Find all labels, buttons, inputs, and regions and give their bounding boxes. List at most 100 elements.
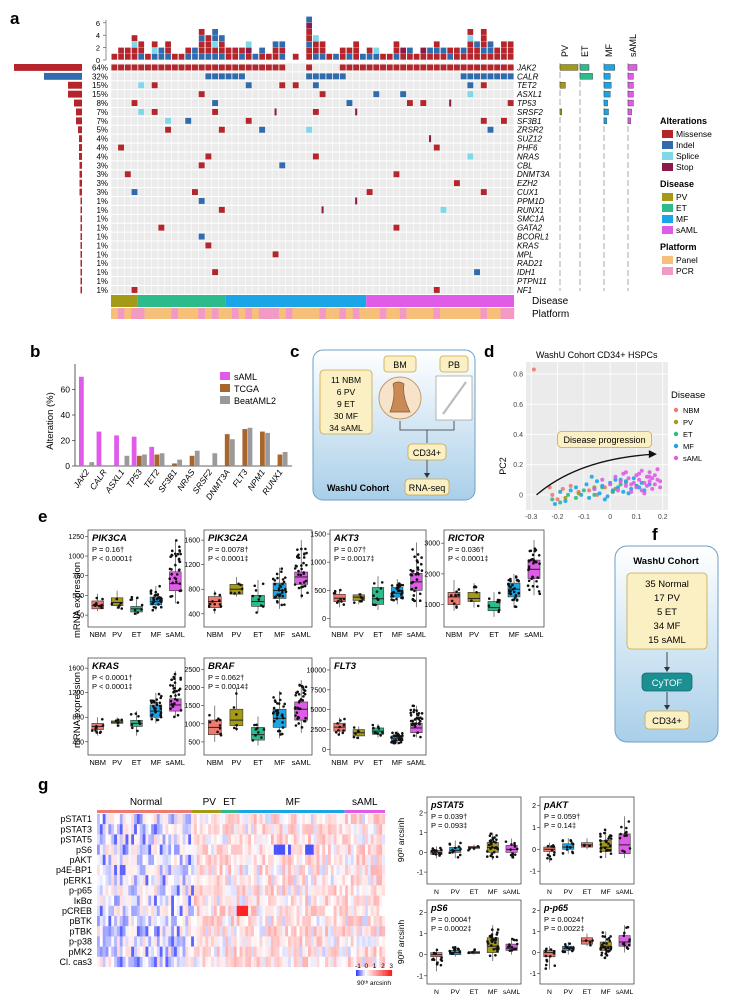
heatmap-cell	[199, 885, 203, 896]
oncoprint-cell	[433, 259, 440, 268]
oncoprint-cell	[373, 108, 380, 116]
boxplot-point	[151, 700, 155, 703]
oncoprint-cell	[111, 170, 118, 179]
boxplot-point	[297, 700, 301, 704]
boxplot-point	[400, 596, 403, 600]
boxplot-point	[133, 612, 137, 615]
heatmap-row-label: IκBα	[74, 896, 92, 906]
top-bar-segment	[212, 47, 218, 54]
oncoprint-cell	[285, 108, 293, 116]
boxplot-point	[173, 715, 176, 719]
heatmap-cell	[370, 834, 374, 845]
boxplot-point	[237, 582, 240, 586]
boxplot-point	[169, 684, 172, 687]
boxplot-point	[416, 568, 420, 571]
oncoprint-cell	[279, 205, 286, 214]
oncoprint-cell	[225, 214, 232, 223]
heatmap-cell	[193, 854, 197, 866]
heatmap-cell	[142, 885, 146, 896]
heatmap-cell	[159, 865, 163, 876]
boxplot-point	[279, 733, 282, 736]
oncoprint-cell	[252, 223, 259, 232]
heatmap-cell	[322, 844, 326, 855]
oncoprint-cell	[238, 214, 246, 223]
boxplot-point	[150, 717, 154, 721]
scatter-point-mf	[558, 489, 563, 494]
oncoprint-cell	[131, 205, 138, 214]
heatmap-cell	[213, 834, 217, 845]
boxplot-point	[216, 730, 219, 734]
heatmap-cell	[285, 875, 289, 886]
oncoprint-cell	[165, 188, 172, 196]
scatter-point-nbm	[550, 492, 555, 497]
boxplot-x-label: MF	[150, 630, 161, 639]
boxplot-point	[390, 592, 394, 595]
oncoprint-cell	[480, 268, 487, 277]
heatmap-cell	[353, 854, 357, 866]
oncoprint-cell	[440, 250, 447, 259]
heatmap-cell	[308, 865, 312, 876]
boxplot-point	[625, 826, 628, 830]
boxplot-point	[278, 594, 281, 598]
top-bar-segment	[118, 47, 124, 54]
boxplot-point	[504, 840, 508, 843]
oncoprint-cell	[413, 268, 420, 277]
platform-track-cell	[164, 308, 172, 319]
oncoprint-cell	[178, 161, 185, 170]
freq-pct-sf3b1: 7%	[96, 117, 108, 126]
oncoprint-mutation-indel	[212, 73, 219, 80]
boxplot-point	[232, 706, 236, 709]
heatmap-cell	[139, 905, 143, 917]
heatmap-cell	[282, 875, 286, 886]
boxplot-point	[391, 731, 394, 735]
heatmap-cell	[139, 895, 143, 906]
oncoprint-cell	[474, 214, 481, 223]
boxplot-point	[420, 712, 424, 715]
heatmap-cell	[231, 824, 235, 835]
boxplot-point	[620, 825, 623, 829]
heatmap-cell	[265, 926, 269, 937]
oncoprint-cell	[218, 179, 225, 188]
heatmap-cell	[248, 844, 252, 855]
oncoprint-mutation-missense	[131, 64, 138, 71]
boxplot-point	[90, 729, 94, 732]
oncoprint-cell	[359, 152, 366, 161]
boxplot-point	[583, 844, 586, 848]
heatmap-cell	[356, 824, 360, 835]
boxplot-point	[140, 608, 143, 611]
heatmap-cell	[285, 905, 289, 917]
oncoprint-cell	[433, 125, 440, 134]
heatmap-cell	[310, 824, 314, 835]
heatmap-cell	[305, 895, 309, 906]
oncoprint-cell	[185, 90, 192, 99]
heatmap-cell	[191, 834, 195, 845]
heatmap-cell	[102, 946, 106, 957]
boxplot-point	[379, 734, 382, 737]
top-bar-segment	[138, 47, 145, 54]
disease-col-bar	[559, 82, 566, 89]
heatmap-cell	[367, 834, 371, 845]
heatmap-cell	[111, 916, 115, 927]
oncoprint-cell	[413, 179, 420, 188]
heatmap-cell	[353, 936, 357, 947]
heatmap-cell	[151, 844, 155, 855]
oncoprint-cell	[353, 223, 360, 232]
heatmap-cell	[196, 824, 200, 835]
oncoprint-cell	[191, 259, 199, 268]
boxplot-frame-ps6	[426, 899, 522, 985]
heatmap-cell	[270, 824, 274, 835]
freq-pct-ezh2: 3%	[96, 179, 108, 188]
heatmap-cell	[173, 916, 177, 927]
boxplot-point	[416, 566, 420, 569]
scatter-point-saml	[608, 482, 613, 487]
oncoprint-cell	[326, 108, 333, 116]
heatmap-cell	[171, 854, 175, 866]
heatmap-cell	[245, 885, 249, 896]
heatmap-cell	[148, 834, 152, 845]
oncoprint-cell	[178, 223, 185, 232]
oncoprint-cell	[420, 170, 427, 179]
oncoprint-cell	[319, 161, 326, 170]
heatmap-cell	[345, 916, 349, 927]
heatmap-cell	[365, 895, 369, 906]
heatmap-cell	[202, 865, 206, 876]
